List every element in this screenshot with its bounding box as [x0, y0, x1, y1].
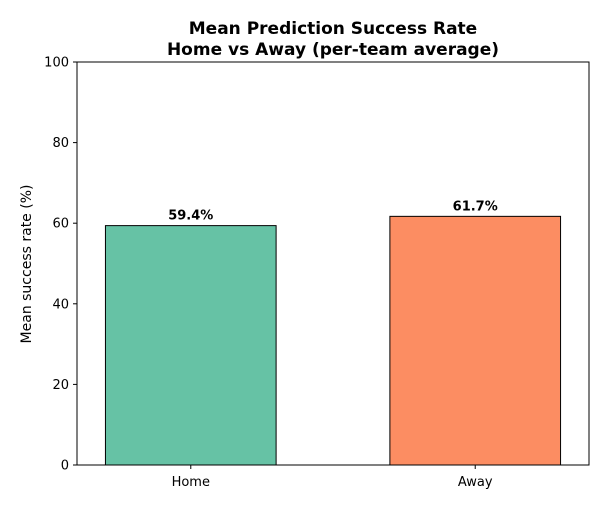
x-axis-ticks: Home Away — [172, 465, 493, 490]
data-label-home: 59.4% — [168, 209, 213, 224]
chart-title-line-2: Home vs Away (per-team average) — [167, 40, 499, 60]
data-label-away: 61.7% — [453, 199, 498, 214]
y-tick-label: 20 — [52, 378, 69, 393]
y-axis-label: Mean success rate (%) — [19, 185, 35, 344]
y-tick-label: 40 — [52, 297, 69, 312]
bar-home — [104, 225, 277, 466]
data-labels-group: 59.4% 61.7% — [168, 199, 498, 223]
bars-group — [104, 215, 562, 466]
y-tick-label: 0 — [61, 459, 69, 474]
y-tick-label: 100 — [44, 56, 69, 71]
y-tick-label: 60 — [52, 217, 69, 232]
chart-title-line-1: Mean Prediction Success Rate — [189, 19, 477, 39]
plot-area-frame — [76, 61, 590, 466]
x-tick-label-home: Home — [172, 475, 210, 490]
y-tick-label: 80 — [52, 136, 69, 151]
x-tick-label-away: Away — [458, 475, 493, 490]
y-axis-ticks: 0 20 40 60 80 100 — [44, 56, 77, 474]
bar-away — [389, 215, 562, 466]
